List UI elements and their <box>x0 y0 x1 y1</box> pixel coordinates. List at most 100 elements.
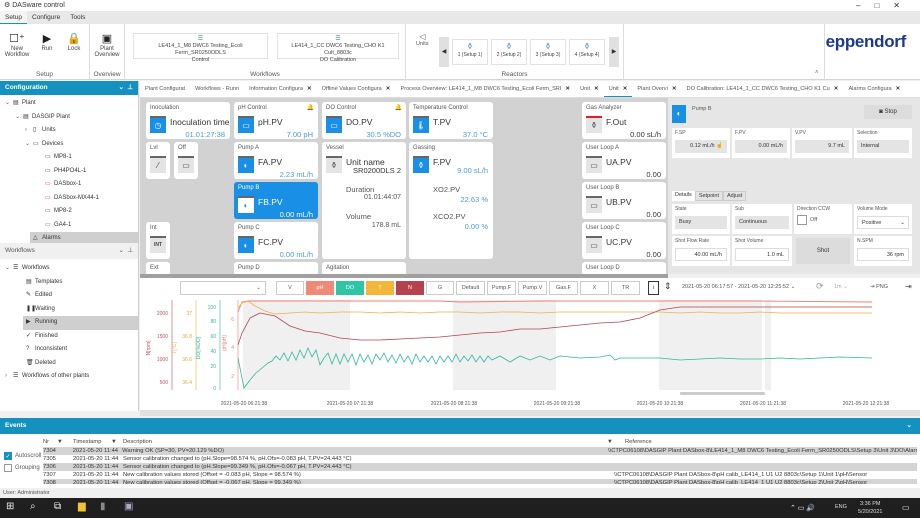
windows-start-icon[interactable]: ⊞ <box>6 501 15 512</box>
close-tab-icon[interactable]: ✕ <box>622 86 628 92</box>
subtab-adjust[interactable]: Adjust <box>723 191 747 201</box>
tree-item-alarms[interactable]: △ Alarms <box>30 232 138 243</box>
reactor-1[interactable]: ⚱ 1 (Setup 1) <box>452 39 488 65</box>
close-tab-icon[interactable]: ✕ <box>833 86 839 92</box>
stop-button[interactable]: ◙ Stop <box>864 105 912 119</box>
tile-user-loop-c[interactable]: User Loop C ▭ UC.PV 0.00 <box>582 222 666 259</box>
series-button-v[interactable]: V <box>276 281 304 295</box>
reactor-4[interactable]: ⚱ 4 (Setup 4) <box>569 39 605 65</box>
tree-item-waiting[interactable]: ❚❚Waiting <box>0 303 138 317</box>
file-explorer-icon[interactable]: ▆ <box>78 501 86 512</box>
series-button-g[interactable]: G <box>426 281 454 295</box>
tile-level[interactable]: Lvl ⁄ <box>146 142 170 179</box>
tile-pump-c[interactable]: Pump C ◐ FC.PV 0.00 mL/h <box>234 222 318 259</box>
interval-select[interactable]: 1m ⌄ <box>834 284 848 290</box>
series-button-ph[interactable]: pH <box>306 281 334 295</box>
tree-item-workflows[interactable]: ⌄ ☰ Workflows <box>0 262 138 276</box>
tree-item-other-plants[interactable]: › ☰ Workflows of other plants <box>0 370 138 384</box>
nspm-input[interactable]: 36 rpm <box>857 248 909 261</box>
tree-item-device[interactable]: ▭ PH4PO4L-1 <box>0 165 138 179</box>
tree-item-device[interactable]: ▭ GA4-1 <box>0 219 138 233</box>
filter-icon[interactable]: ▼ <box>111 439 117 445</box>
workflow-card[interactable]: ☰ LE414_1_CC DWC6 Testing_CHO K1 Cult_880… <box>277 33 399 63</box>
series-button-do[interactable]: DO <box>336 281 364 295</box>
tree-item-devices[interactable]: ⌄ ▭ Devices <box>0 138 138 152</box>
tree-item-device[interactable]: ▭ DASbox-MX44-1 <box>0 192 138 206</box>
tab[interactable]: Plant Overvi ✕ <box>632 81 681 97</box>
minimize-button[interactable]: – <box>856 1 875 10</box>
tree-item-device[interactable]: ▭ MP8-2 <box>0 205 138 219</box>
fsp-input[interactable]: 0.12 mL/h ☝ <box>675 140 727 153</box>
tree-item-device[interactable]: ▭ DASbox-1 <box>0 178 138 192</box>
series-button-tr[interactable]: TR <box>611 281 640 295</box>
chevron-down-icon[interactable]: ⌄ <box>5 265 11 271</box>
chevron-down-icon[interactable]: ⌄ <box>15 113 21 120</box>
pin-icon[interactable]: ⊥ <box>127 84 133 91</box>
tile-off[interactable]: Off ▭ <box>174 142 198 179</box>
tree-item-finished[interactable]: ✓ Finished <box>0 330 138 344</box>
tab[interactable]: Alarms Configura ✕ <box>843 81 905 97</box>
table-row[interactable]: 7306 2021-05-20 11:44 Sensor calibration c… <box>43 463 917 471</box>
filter-icon[interactable]: ▼ <box>607 439 613 445</box>
close-tab-icon[interactable]: ✕ <box>385 86 391 92</box>
tab[interactable]: Process Overview: LE414_1_M8 DWC6 Testin… <box>395 81 575 97</box>
units-button[interactable]: ◁ Units <box>416 32 429 47</box>
tab[interactable]: Unit ✕ <box>575 81 604 97</box>
export-png-button[interactable]: ⇥ PNG <box>870 284 889 290</box>
menu-setup[interactable]: Setup <box>0 11 27 24</box>
tab[interactable]: DO Calibration: LE414_1_CC DWC6 Testing_… <box>682 81 844 97</box>
filter-icon[interactable]: ▼ <box>57 439 63 445</box>
notification-icon[interactable]: ▭ <box>902 503 910 512</box>
hand-icon[interactable]: ☝ <box>716 143 723 149</box>
language-indicator[interactable]: ENG <box>835 504 847 510</box>
tree-item-plant[interactable]: ⌄ ▤ Plant <box>0 97 138 111</box>
tab[interactable]: Plant Configurat <box>145 86 186 92</box>
tree-item-inconsistent[interactable]: ? Inconsistent <box>0 343 138 357</box>
app-icon[interactable]: ▮ <box>100 501 106 512</box>
menu-configure[interactable]: Configure <box>32 14 61 21</box>
series-button-gas-f[interactable]: Gas.F <box>549 281 578 295</box>
table-row[interactable]: 7308 2021-05-20 11:44 New calibration valu… <box>43 479 917 484</box>
shot-volume-input[interactable]: 1.0 mL <box>735 248 789 261</box>
autoscroll-checkbox[interactable]: ✓ Autoscroll <box>4 452 42 460</box>
tray-icons[interactable]: ⌃ ▭ 🔊 <box>790 505 816 512</box>
workflow-card[interactable]: ☰ LE414_1_M8 DWC6 Testing_Ecoli Ferm_SR02… <box>133 33 268 63</box>
tree-item-device[interactable]: ▭ MP8-1 <box>0 151 138 165</box>
chevron-down-icon[interactable]: ⌄ <box>118 84 124 91</box>
series-button-t[interactable]: T <box>366 281 394 295</box>
clock[interactable]: 3:36 PM 5/20/2021 <box>858 501 883 515</box>
tree-item-running[interactable]: ▶ Running <box>23 316 138 330</box>
series-button-pump-f[interactable]: Pump.F <box>487 281 516 295</box>
chart-preset-select[interactable]: ⌄ <box>180 281 266 295</box>
chevron-down-icon[interactable]: ⌄ <box>118 247 124 254</box>
app-icon[interactable]: ▣ <box>124 501 134 512</box>
tile-int[interactable]: Int INT <box>146 222 170 259</box>
chevron-right-icon[interactable]: › <box>5 373 7 379</box>
series-button-n[interactable]: N <box>396 281 424 295</box>
tree-item-units[interactable]: › ▯ Units <box>0 124 138 138</box>
tree-item-dasgip-plant[interactable]: ⌄ ▤ DASGIP Plant <box>0 111 138 125</box>
direction-checkbox[interactable] <box>797 215 807 225</box>
tile-user-loop-b[interactable]: User Loop B ▭ UB.PV 0.00 <box>582 182 666 219</box>
shot-flow-input[interactable]: 40.00 mL/h <box>675 248 727 261</box>
refresh-icon[interactable]: ⟳ <box>816 281 824 291</box>
export-icon[interactable]: ⇥ <box>905 282 912 291</box>
chevron-right-icon[interactable]: › <box>25 127 27 133</box>
info-icon[interactable]: i <box>648 281 659 295</box>
subtab-details[interactable]: Details <box>672 191 695 201</box>
task-view-icon[interactable]: ⧉ <box>54 501 62 512</box>
lock-button[interactable]: 🔒 Lock <box>60 32 88 52</box>
series-button-x[interactable]: X <box>580 281 609 295</box>
tile-vessel[interactable]: Vessel ⚱ Unit name SR0200DLS 2 Duration … <box>322 142 406 259</box>
close-tab-icon[interactable]: ✕ <box>671 86 677 92</box>
chevron-down-icon[interactable]: ⌄ <box>25 140 31 147</box>
close-button[interactable]: ✕ <box>893 1 914 10</box>
tree-item-edited[interactable]: ✎ Edited <box>0 289 138 303</box>
pin-icon[interactable]: ⊥ <box>127 247 133 254</box>
reactors-next-button[interactable]: ▶ <box>609 37 619 67</box>
grouping-checkbox[interactable]: Grouping <box>4 464 40 472</box>
search-icon[interactable]: ⌕ <box>30 501 36 512</box>
tree-item-deleted[interactable]: 🗑Deleted <box>0 357 138 371</box>
series-button-default[interactable]: Default <box>456 281 485 295</box>
splitter[interactable] <box>140 410 920 416</box>
